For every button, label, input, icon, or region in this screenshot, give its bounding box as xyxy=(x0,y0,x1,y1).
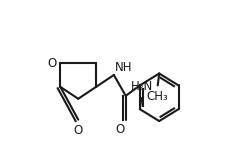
Text: O: O xyxy=(47,57,56,70)
Text: NH: NH xyxy=(114,61,132,74)
Text: H₂N: H₂N xyxy=(131,80,153,93)
Text: O: O xyxy=(73,124,82,137)
Text: O: O xyxy=(115,123,124,136)
Text: CH₃: CH₃ xyxy=(145,90,167,103)
